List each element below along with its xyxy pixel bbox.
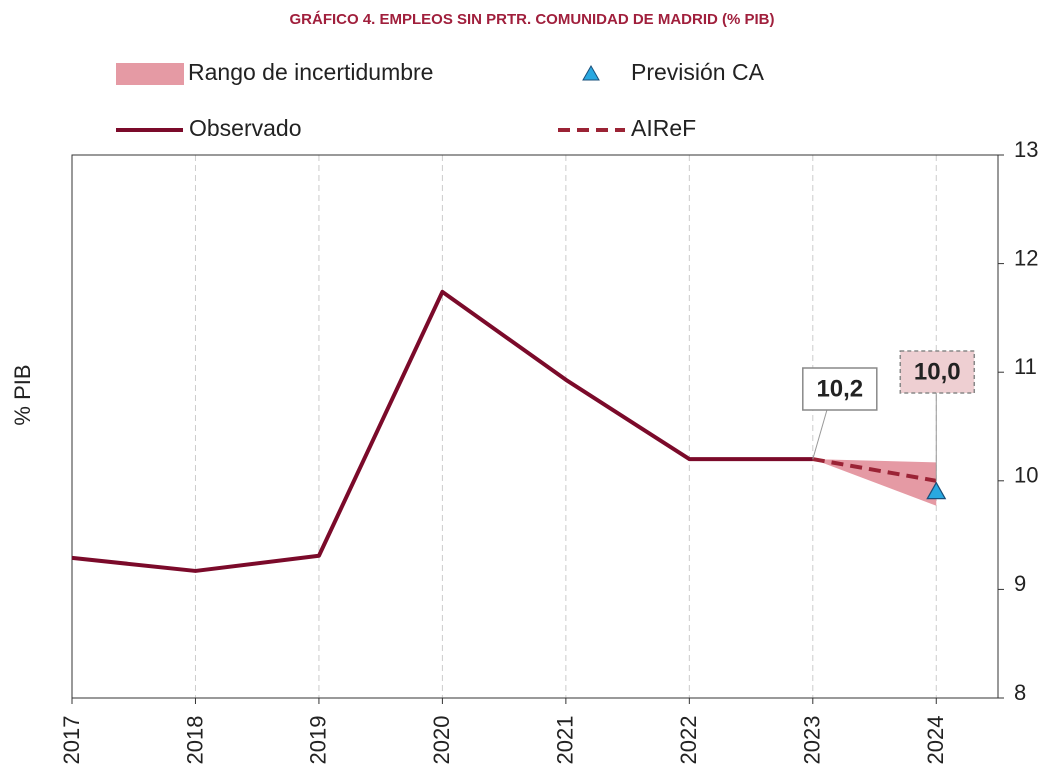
y-tick-label: 9 [1014, 571, 1026, 596]
x-tick-label: 2023 [800, 716, 825, 765]
label-leader [812, 406, 829, 460]
x-tick-label: 2020 [429, 716, 454, 765]
legend-label: AIReF [631, 115, 696, 141]
plot-frame [71, 154, 999, 699]
x-tick-label: 2022 [676, 716, 701, 765]
y-tick-label: 10 [1014, 463, 1038, 488]
legend-label: Observado [189, 115, 302, 141]
data-label: 10,2 [816, 375, 863, 402]
forecast-marker [926, 481, 947, 500]
x-tick-label: 2024 [923, 716, 948, 765]
y-tick-label: 8 [1014, 680, 1026, 705]
x-tick-label: 2018 [182, 716, 207, 765]
chart-title: GRÁFICO 4. EMPLEOS SIN PRTR. COMUNIDAD D… [289, 11, 774, 28]
x-tick-label: 2021 [553, 716, 578, 765]
data-label: 10,0 [914, 358, 961, 385]
label-box [802, 367, 878, 411]
x-tick-label: 2017 [59, 716, 84, 765]
x-tick-label: 2019 [306, 716, 331, 765]
legend-marker [582, 64, 600, 81]
uncertainty-band [812, 459, 937, 506]
legend-swatch [116, 63, 184, 85]
y-tick-label: 12 [1014, 245, 1038, 270]
legend-label: Rango de incertidumbre [188, 59, 433, 85]
label-box [899, 350, 976, 394]
y-tick-label: 13 [1014, 137, 1038, 162]
y-tick-label: 11 [1014, 354, 1037, 379]
legend-label: Previsión CA [631, 59, 765, 85]
y-axis-label: % PIB [10, 364, 35, 425]
forecast-line [812, 457, 937, 483]
observed-line [71, 289, 813, 573]
